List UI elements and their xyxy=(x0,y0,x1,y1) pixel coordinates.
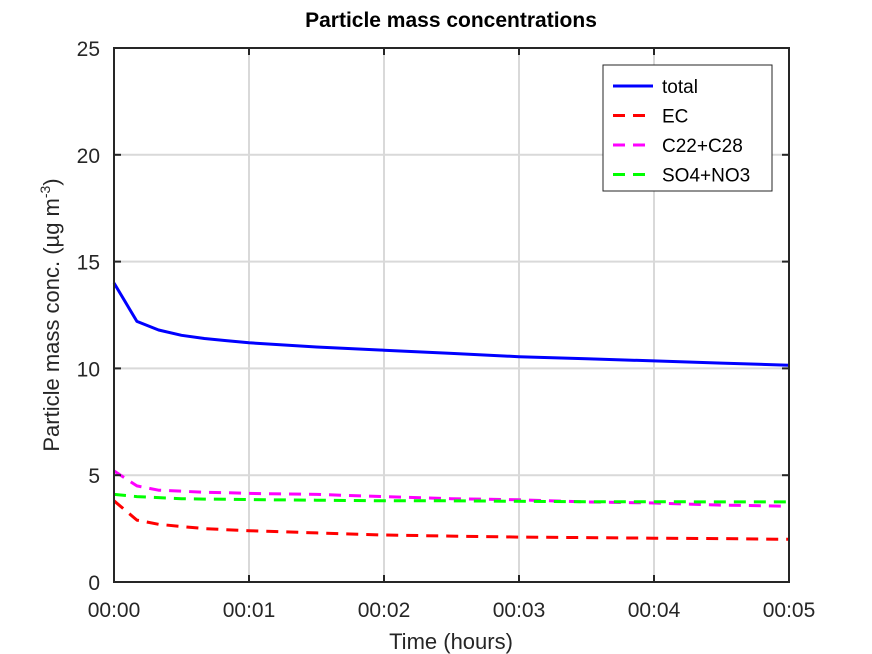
chart-title: Particle mass concentrations xyxy=(305,9,597,32)
x-tick-label: 00:00 xyxy=(88,599,141,622)
x-tick-label: 00:03 xyxy=(493,599,546,622)
x-tick-label: 00:05 xyxy=(763,599,816,622)
series-line-so4-no3 xyxy=(113,492,789,504)
legend-label-ec: EC xyxy=(662,107,688,128)
x-axis-label: Time (hours) xyxy=(389,629,513,654)
x-tick-label: 00:02 xyxy=(358,599,411,622)
series-line-c22-c28 xyxy=(113,469,790,508)
series-lines xyxy=(112,282,790,541)
y-tick-label: 25 xyxy=(77,38,100,61)
y-axis-label-superscript: -3 xyxy=(37,185,53,198)
plot-frame xyxy=(113,47,790,583)
series-line-ec xyxy=(113,499,790,541)
y-tick-label: 0 xyxy=(88,572,100,595)
legend-label-c22-c28: C22+C28 xyxy=(662,136,743,157)
y-tick-label: 5 xyxy=(88,465,100,488)
y-tick-labels: 0 5 10 15 20 25 xyxy=(77,38,100,595)
y-axis-label-close: ) xyxy=(39,178,64,185)
y-tick-label: 15 xyxy=(77,252,100,275)
x-tick-label: 00:04 xyxy=(628,599,681,622)
y-axis-label-main: Particle mass conc. (µg m xyxy=(39,198,64,452)
x-tick-labels: 00:00 00:01 00:02 00:03 00:04 00:05 xyxy=(88,599,816,622)
y-tick-label: 10 xyxy=(77,358,100,381)
y-axis-label: Particle mass conc. (µg m-3) xyxy=(37,178,64,451)
axis-ticks xyxy=(113,47,790,583)
legend-label-so4-no3: SO4+NO3 xyxy=(662,166,750,187)
y-tick-label: 20 xyxy=(77,145,100,168)
x-tick-label: 00:01 xyxy=(223,599,276,622)
series-line-total xyxy=(112,282,790,367)
legend: total EC C22+C28 SO4+NO3 xyxy=(602,64,773,192)
legend-label-total: total xyxy=(662,77,698,98)
